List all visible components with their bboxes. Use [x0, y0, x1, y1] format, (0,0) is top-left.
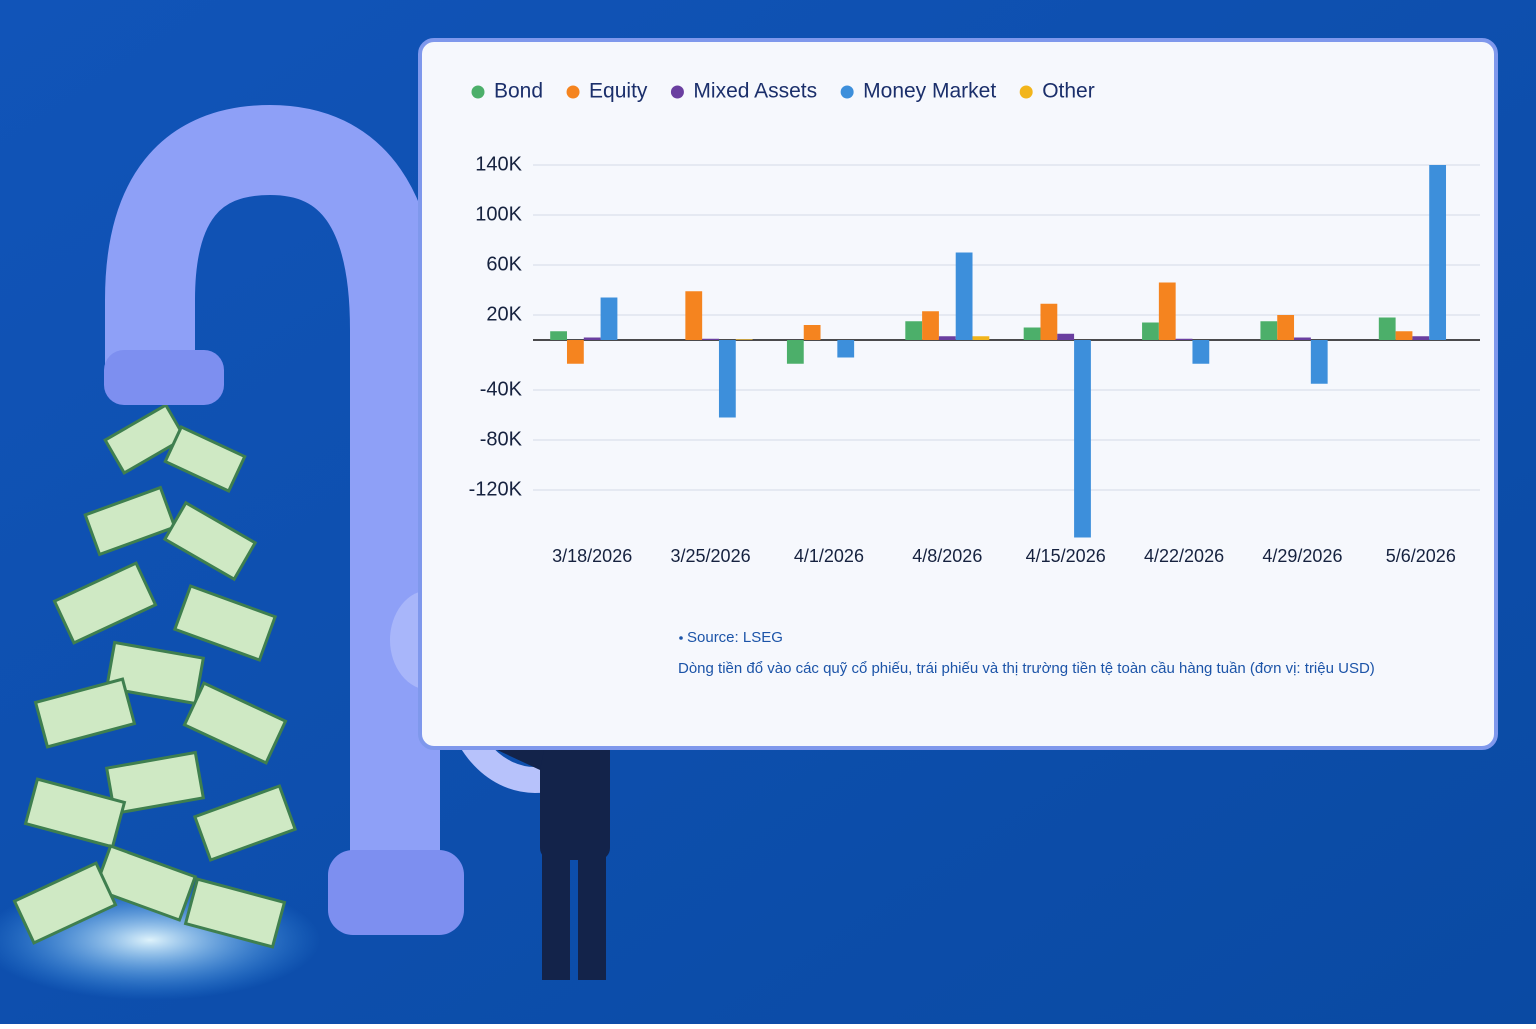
bar: [550, 331, 567, 340]
legend-swatch: [840, 85, 854, 99]
x-tick-label: 3/25/2026: [671, 546, 751, 566]
y-tick-label: 100K: [475, 203, 522, 225]
bar: [955, 252, 973, 340]
bar: [718, 340, 736, 418]
bar: [1057, 333, 1075, 340]
bar: [1175, 338, 1193, 340]
bar: [1023, 327, 1041, 340]
y-tick-label: -120K: [469, 478, 523, 500]
chart-note: Dòng tiền đổ vào các quỹ cổ phiếu, trái …: [678, 660, 1375, 677]
source: Source: LSEG: [687, 629, 783, 646]
x-tick-label: 4/15/2026: [1026, 546, 1106, 566]
legend-label: Equity: [589, 80, 648, 103]
bar: [1158, 282, 1176, 340]
money-stream: [12, 402, 298, 949]
legend-label: Other: [1042, 80, 1095, 103]
bar: [837, 340, 855, 358]
bar: [938, 336, 956, 340]
faucet-nozzle: [104, 350, 224, 405]
bar: [1294, 337, 1311, 340]
bar: [1142, 322, 1159, 340]
bar: [1378, 317, 1396, 340]
bar: [702, 338, 719, 340]
bar: [1040, 303, 1058, 340]
bar: [685, 291, 703, 340]
legend-label: Mixed Assets: [693, 80, 817, 103]
bar: [1412, 336, 1430, 340]
x-tick-label: 4/22/2026: [1144, 546, 1224, 566]
bar: [1192, 340, 1210, 364]
bar: [1277, 315, 1295, 340]
x-tick-label: 4/29/2026: [1262, 546, 1342, 566]
x-tick-label: 4/8/2026: [912, 546, 982, 566]
legend-label: Bond: [494, 80, 543, 103]
legend-swatch: [471, 85, 485, 99]
chart-card: [418, 38, 1498, 750]
bar: [583, 337, 601, 340]
source-bullet: [679, 636, 683, 640]
y-tick-label: 140K: [475, 153, 522, 175]
bar: [735, 339, 753, 340]
bar: [1310, 340, 1328, 384]
bar: [972, 336, 990, 340]
bar: [786, 340, 804, 364]
pipe-base: [328, 850, 464, 935]
legend-swatch: [566, 85, 580, 99]
legend-label: Money Market: [863, 80, 996, 103]
y-tick-label: 20K: [486, 303, 522, 325]
bar: [922, 311, 939, 340]
y-tick-label: 60K: [486, 253, 522, 275]
bar: [600, 297, 618, 340]
bar: [1429, 165, 1447, 340]
bar: [905, 321, 923, 340]
x-tick-label: 3/18/2026: [552, 546, 632, 566]
bar: [1074, 340, 1091, 538]
x-tick-label: 4/1/2026: [794, 546, 864, 566]
y-tick-label: -40K: [480, 378, 523, 400]
bar: [803, 325, 821, 340]
faucet-pipe: [105, 104, 440, 900]
legend-swatch: [1019, 85, 1033, 99]
legend-swatch: [670, 85, 684, 99]
bar: [1395, 331, 1413, 340]
y-tick-label: -80K: [480, 428, 523, 450]
bar: [566, 340, 584, 364]
illustration: [0, 104, 645, 1000]
bar: [1260, 321, 1278, 340]
x-tick-label: 5/6/2026: [1386, 546, 1456, 566]
